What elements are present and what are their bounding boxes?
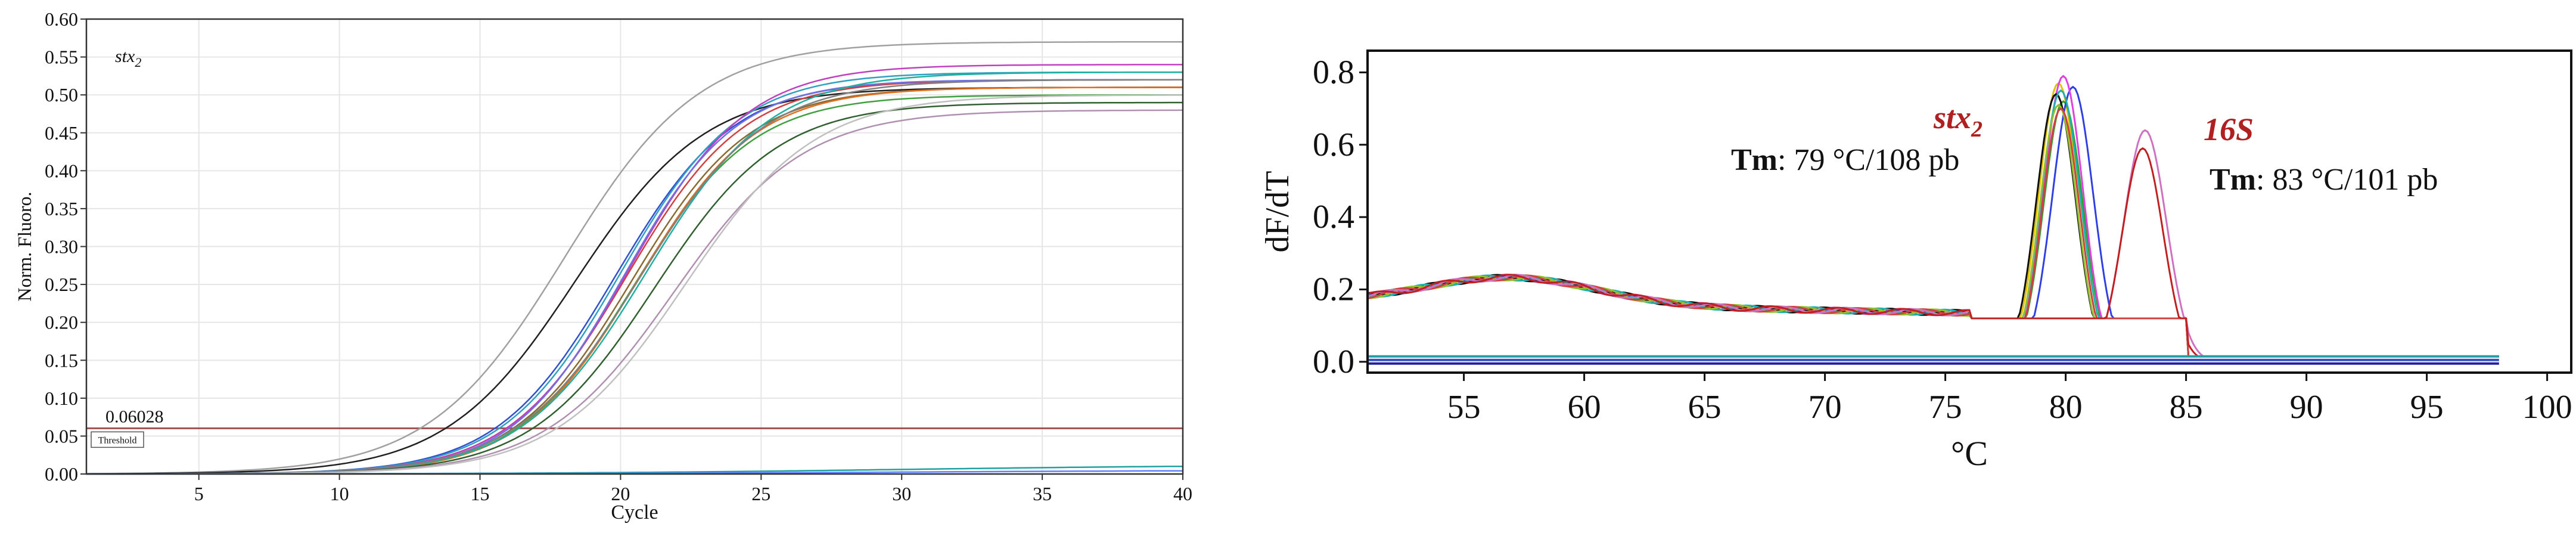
y-tick-label: 0.55 [45, 47, 78, 68]
y-tick-label: 0.45 [45, 122, 78, 144]
plot-area [1368, 51, 2571, 373]
x-tick-label: 20 [611, 483, 630, 504]
gene-annotation: 16S [2204, 111, 2254, 147]
x-tick-label: 15 [471, 483, 490, 504]
x-tick-label: 100 [2522, 389, 2572, 426]
x-tick-label: 55 [1447, 389, 1481, 426]
y-tick-label: 0.0 [1313, 343, 1354, 380]
y-axis-label: dF/dT [1259, 171, 1296, 253]
tm-annotation: Tm: 79 °C/108 pb [1731, 143, 1959, 177]
melt-curve-chart-panel: 0.0 0.2 0.4 0.6 0.8 55 60 65 70 75 80 85 90 95 100 stx2… [1251, 0, 2576, 533]
y-tick-label: 0.15 [45, 349, 78, 371]
amplification-chart-panel: 0.00 0.05 0.10 0.15 0.20 0.25 0.30 0.35 0.40 0.45… [0, 0, 1192, 533]
y-tick-label: 0.50 [45, 84, 78, 106]
y-tick-label: 0.00 [45, 463, 78, 485]
y-tick-label: 0.6 [1313, 126, 1354, 163]
threshold-value-label: 0.06028 [105, 407, 164, 426]
x-tick-label: 35 [1033, 483, 1052, 504]
x-tick-label: 10 [330, 483, 349, 504]
y-tick-label: 0.05 [45, 425, 78, 447]
x-tick-label: 80 [2049, 389, 2083, 426]
x-tick-label: 70 [1809, 389, 1842, 426]
x-tick-label: 90 [2290, 389, 2323, 426]
y-tick-label: 0.35 [45, 198, 78, 219]
y-tick-label: 0.60 [45, 8, 78, 30]
y-axis-label: Norm. Fluoro. [14, 192, 35, 302]
plot-frame [85, 18, 1184, 475]
x-tick-label: 5 [194, 483, 204, 504]
melt-curve-chart: 0.0 0.2 0.4 0.6 0.8 55 60 65 70 75 80 85 90 95 100 stx2… [1259, 49, 2572, 473]
x-tick-label: 95 [2410, 389, 2444, 426]
y-tick-label: 0.30 [45, 236, 78, 258]
threshold-box [91, 431, 144, 448]
y-tick-label: 0.2 [1313, 271, 1354, 308]
y-tick-label: 0.40 [45, 160, 78, 181]
y-tick-label: 0.20 [45, 312, 78, 333]
x-tick-label: 75 [1929, 389, 1962, 426]
y-tick-label: 0.8 [1313, 54, 1354, 91]
tm-annotation: Tm: 83 °C/101 pb [2210, 163, 2438, 197]
x-tick-label: 25 [751, 483, 770, 504]
x-tick-label: 65 [1688, 389, 1722, 426]
x-axis-label: °C [1951, 434, 1988, 473]
y-tick-label: 0.25 [45, 274, 78, 295]
x-tick-label: 85 [2170, 389, 2203, 426]
amplification-chart: 0.00 0.05 0.10 0.15 0.20 0.25 0.30 0.35 0.40 0.45… [14, 8, 1192, 523]
threshold-box-label: Threshold [98, 435, 137, 445]
gene-annotation: stx2 [115, 47, 141, 70]
series-line [86, 41, 1183, 475]
y-tick-label: 0.10 [45, 388, 78, 409]
plot-frame [1366, 49, 2572, 374]
y-tick-label: 0.4 [1313, 199, 1354, 236]
gene-annotation: stx2 [1933, 100, 1983, 142]
x-tick-label: 30 [892, 483, 911, 504]
x-axis-label: Cycle [611, 501, 658, 523]
x-tick-label: 60 [1568, 389, 1601, 426]
x-tick-label: 40 [1173, 483, 1192, 504]
